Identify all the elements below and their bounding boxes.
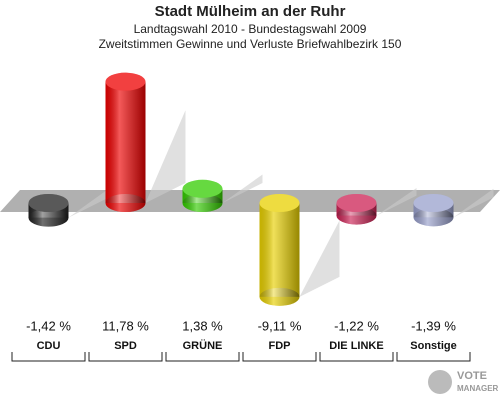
bar-shadow bbox=[299, 220, 340, 297]
x-tick-label: SPD bbox=[114, 340, 137, 352]
x-tick-label: GRÜNE bbox=[183, 339, 223, 352]
chart-subtitle: Zweitstimmen Gewinne und Verluste Briefw… bbox=[99, 37, 402, 51]
bar-shadow bbox=[222, 174, 263, 203]
bar-cap-highlight bbox=[182, 179, 223, 198]
bar-cap-highlight bbox=[413, 194, 454, 212]
bar-cap-highlight bbox=[336, 194, 377, 212]
category-bracket bbox=[88, 352, 163, 362]
category-bracket bbox=[165, 352, 240, 362]
bar-cap bbox=[182, 179, 223, 198]
bar-shading bbox=[105, 194, 146, 212]
bar-shading bbox=[182, 194, 223, 212]
bar-shading bbox=[28, 208, 69, 227]
bar-shadow bbox=[68, 188, 109, 218]
category-bracket bbox=[396, 352, 471, 362]
x-tick-label: FDP bbox=[269, 340, 291, 352]
bar-shading bbox=[336, 206, 377, 225]
bar-shading bbox=[413, 208, 454, 227]
value-label: -1,42 % bbox=[26, 318, 71, 333]
bar-shading bbox=[259, 203, 300, 297]
value-label: -9,11 % bbox=[258, 318, 302, 333]
bar-cap-highlight bbox=[105, 72, 146, 91]
bar-cap-highlight bbox=[259, 194, 300, 212]
chart-title: Stadt Mülheim an der Ruhr bbox=[155, 3, 346, 20]
bar-shading bbox=[259, 287, 300, 306]
value-label: 1,38 % bbox=[182, 318, 223, 333]
value-label: -1,22 % bbox=[334, 318, 379, 333]
bar-shading bbox=[105, 81, 146, 203]
category-bracket bbox=[11, 352, 86, 362]
bar-cap bbox=[413, 194, 454, 212]
bar-cap bbox=[105, 72, 146, 91]
chart-subtitle: Landtagswahl 2010 - Bundestagswahl 2009 bbox=[134, 22, 367, 36]
bar-cap bbox=[259, 194, 300, 212]
value-label: 11,78 % bbox=[102, 318, 149, 333]
bar-cap bbox=[336, 194, 377, 212]
logo-icon bbox=[428, 370, 452, 394]
bar-shadow bbox=[453, 188, 494, 218]
category-bracket bbox=[242, 352, 317, 362]
bar-cap-highlight bbox=[28, 194, 69, 212]
logo-text: MANAGER bbox=[457, 384, 499, 393]
x-tick-label: Sonstige bbox=[410, 340, 456, 352]
bar-shadow bbox=[145, 110, 186, 203]
logo: VOTE MANAGER bbox=[428, 370, 499, 394]
category-bracket bbox=[319, 352, 394, 362]
x-tick-label: CDU bbox=[37, 340, 61, 352]
bar-cap bbox=[28, 194, 69, 212]
x-tick-label: DIE LINKE bbox=[329, 340, 383, 352]
bar-shadow bbox=[376, 188, 417, 216]
logo-text: VOTE bbox=[457, 370, 487, 382]
value-label: -1,39 % bbox=[411, 318, 456, 333]
